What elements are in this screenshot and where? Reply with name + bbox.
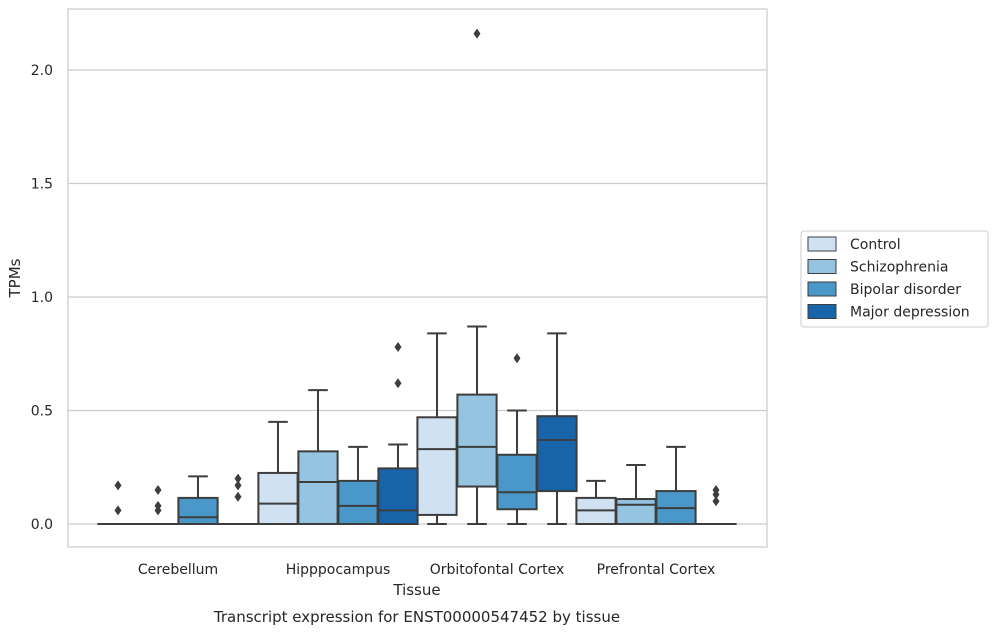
outlier-point <box>114 505 122 516</box>
legend-label: Control <box>850 237 901 253</box>
box-body <box>456 393 498 488</box>
outlier-point <box>712 484 720 495</box>
box-body <box>536 415 578 493</box>
x-axis-label: Tissue <box>392 581 440 599</box>
legend: Control Schizophrenia Bipolar disorder Majo… <box>800 230 989 328</box>
outlier-point <box>234 480 242 491</box>
x-tick-label: Orbitofontal Cortex <box>430 562 565 578</box>
legend-label: Bipolar disorder <box>850 282 961 298</box>
legend-swatch <box>807 281 837 297</box>
outlier-point <box>114 480 122 491</box>
outlier-point <box>473 28 481 39</box>
x-tick-label: Prefrontal Cortex <box>597 562 716 578</box>
box-0-0 <box>97 480 139 526</box>
y-tick-label: 1.5 <box>31 177 53 193</box>
x-tick-labels: Cerebellum Hipppocampus Orbitofontal Corte… <box>138 562 715 578</box>
box-1-2 <box>337 445 379 525</box>
y-tick-label: 2.0 <box>31 63 53 79</box>
outlier-point <box>234 491 242 502</box>
y-axis-label: TPMs <box>6 258 24 298</box>
y-tick-label: 1.0 <box>31 290 53 306</box>
box-0-2 <box>177 475 219 525</box>
box-3-0 <box>575 479 617 525</box>
plot-frame <box>67 8 768 548</box>
x-tick-label: Cerebellum <box>138 562 218 578</box>
box-2-2 <box>496 353 538 525</box>
y-tick-labels: 0.0 0.5 1.0 1.5 2.0 <box>31 63 53 533</box>
outlier-point <box>513 353 521 364</box>
box-body <box>177 496 219 525</box>
outlier-point <box>234 473 242 484</box>
outlier-point <box>394 341 402 352</box>
box-body <box>257 471 299 525</box>
box-layer <box>97 28 737 526</box>
outlier-point <box>394 378 402 389</box>
y-tick-label: 0.0 <box>31 517 53 533</box>
y-tick-label: 0.5 <box>31 404 53 420</box>
box-body <box>496 453 538 511</box>
legend-swatch <box>807 259 837 274</box>
box-0-3 <box>217 473 259 526</box>
outlier-point <box>712 496 720 507</box>
legend-swatch <box>807 236 837 252</box>
box-body <box>297 450 339 525</box>
box-body <box>337 479 379 525</box>
box-1-3 <box>377 341 419 526</box>
legend-frame <box>800 230 989 328</box>
box-body <box>377 467 419 526</box>
box-body <box>615 498 657 525</box>
outlier-point <box>154 484 162 495</box>
chart-caption: Transcript expression for ENST0000054745… <box>213 608 620 626</box>
box-1-0 <box>257 420 299 525</box>
box-3-1 <box>615 463 657 525</box>
box-2-3 <box>536 332 578 525</box>
legend-swatch <box>807 304 837 319</box>
box-body <box>416 416 458 516</box>
box-3-3 <box>695 484 737 526</box>
box-2-0 <box>416 332 458 525</box>
box-3-2 <box>655 445 697 525</box>
legend-label: Major depression <box>850 305 970 321</box>
legend-label: Schizophrenia <box>850 260 948 276</box>
x-tick-label: Hipppocampus <box>286 562 391 578</box>
outlier-point <box>154 500 162 511</box>
box-2-1 <box>456 28 498 525</box>
